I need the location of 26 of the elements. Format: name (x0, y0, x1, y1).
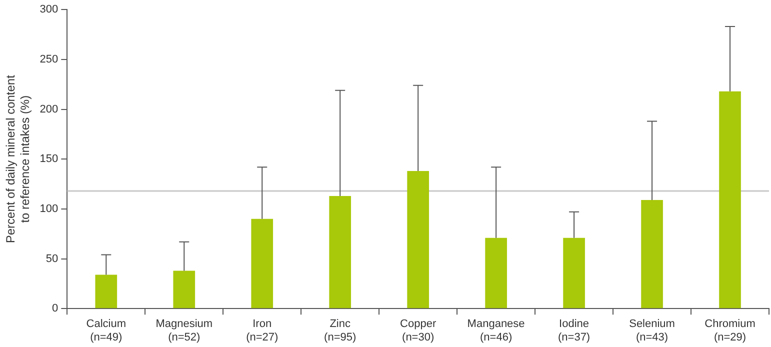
x-tick-label: Magnesium (n=52) (156, 318, 213, 344)
bar (329, 196, 352, 308)
y-tick-label: 200 (40, 103, 58, 116)
bar (719, 91, 741, 308)
bar (485, 238, 507, 308)
y-tick-label: 150 (40, 153, 58, 166)
y-tick-label: 0 (52, 302, 58, 315)
bar (407, 171, 429, 308)
y-tick-label: 50 (46, 252, 58, 265)
bar (173, 270, 196, 308)
y-tick-label: 250 (40, 53, 58, 66)
y-tick-label: 300 (40, 4, 58, 16)
x-tick-label: Iodine (n=37) (558, 318, 590, 344)
x-tick-label: Zinc (n=95) (324, 318, 356, 344)
x-tick-label: Iron (n=27) (246, 318, 278, 344)
bar (251, 218, 274, 308)
x-tick-label: Copper (n=30) (400, 318, 436, 344)
x-tick-label: Manganese (n=46) (467, 318, 525, 344)
bar (563, 238, 585, 308)
bar (641, 200, 663, 308)
bar (95, 274, 118, 308)
x-tick-label: Selenium (n=43) (629, 318, 675, 344)
x-tick-label: Calcium (n=49) (86, 318, 126, 344)
x-tick-label: Chromium (n=29) (704, 318, 756, 344)
y-tick-label: 100 (40, 202, 58, 215)
y-axis-title: Percent of daily mineral content to reference intakes (%) (4, 74, 32, 244)
